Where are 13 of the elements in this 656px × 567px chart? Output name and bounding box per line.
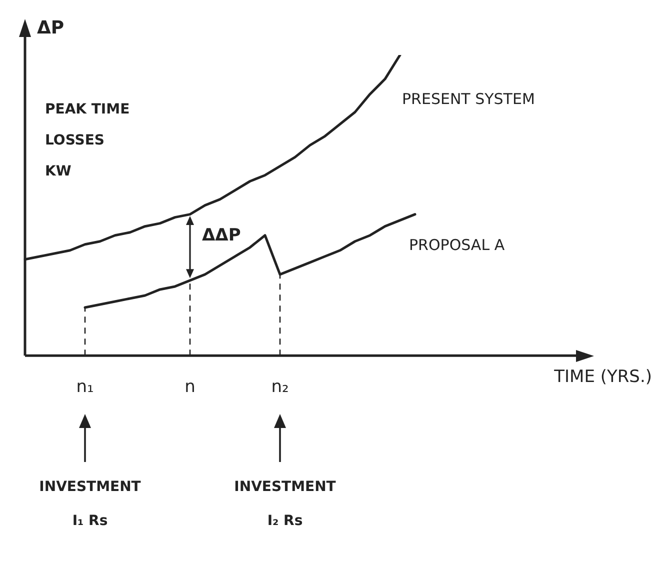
text: I₂ Rs <box>267 513 303 530</box>
text: INVESTMENT <box>39 479 142 496</box>
series-label: PROPOSAL A <box>409 236 506 254</box>
x-tick-label: n₁ <box>76 377 94 398</box>
x-tick-label: n <box>184 377 196 398</box>
series-label: PRESENT SYSTEM <box>402 90 535 108</box>
x-axis-title: TIME (YRS.) <box>553 367 652 388</box>
text: I₁ Rs <box>72 513 108 530</box>
y-axis-title: ΔP <box>37 18 64 39</box>
annotation: ΔΔP <box>202 226 241 246</box>
text: INVESTMENT <box>234 479 336 496</box>
annotation: PEAK TIME LOSSES KW <box>45 102 130 180</box>
x-tick-label: n₂ <box>271 377 289 398</box>
